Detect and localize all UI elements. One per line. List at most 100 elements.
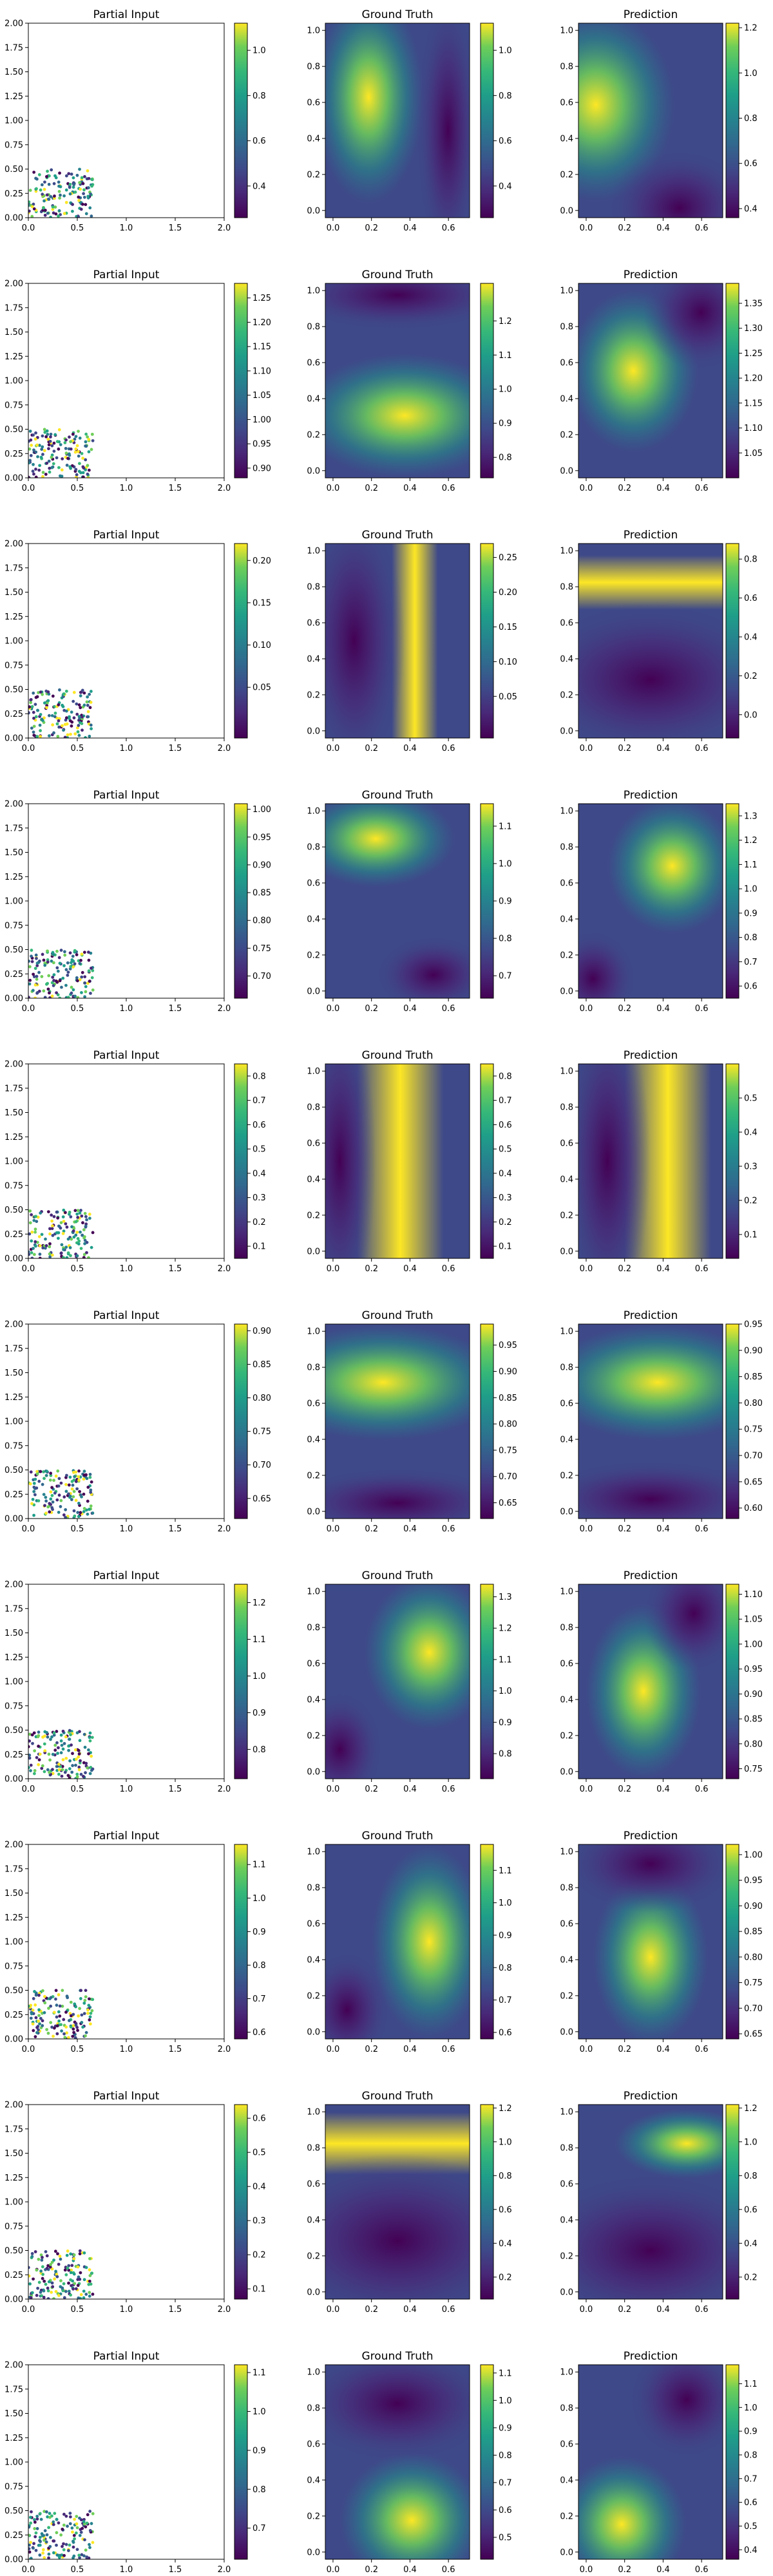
x-tick-label: 1.5 (169, 223, 182, 233)
scatter-point (32, 1772, 36, 1776)
scatter-point (66, 971, 70, 974)
scatter-point (57, 2262, 61, 2266)
scatter-point (46, 699, 50, 703)
scatter-point (28, 982, 32, 986)
scatter-point (80, 952, 84, 956)
scatter-point (59, 2533, 63, 2537)
scatter-point (30, 2291, 34, 2295)
scatter-point (74, 1480, 78, 1483)
scatter-point (30, 954, 33, 958)
scatter-point (72, 2287, 75, 2291)
scatter-point (77, 1239, 81, 1243)
scatter-point (91, 439, 95, 442)
scatter-point (39, 690, 43, 694)
scatter-point (31, 469, 35, 473)
scatter-point (76, 730, 80, 734)
scatter-point (84, 1989, 88, 1993)
x-tick-label: 0.2 (365, 1785, 378, 1794)
scatter-point (56, 1469, 60, 1473)
axes-frame (325, 803, 470, 999)
colorbar (725, 23, 740, 218)
scatter-point (55, 2543, 58, 2547)
pred-plot-area (578, 544, 723, 738)
scatter-point (65, 1473, 68, 1477)
scatter-point (73, 437, 77, 441)
scatter-point (46, 2297, 50, 2299)
scatter-point (78, 167, 81, 171)
colorbar-tick-label: 0.8 (499, 2451, 512, 2461)
partial-plot-area (28, 2105, 224, 2299)
y-tick-label: 1.50 (5, 2149, 23, 2159)
scatter-point (90, 178, 93, 181)
scatter-point (30, 1251, 33, 1255)
colorbar (234, 2104, 248, 2300)
scatter-point (51, 1508, 54, 1511)
scatter-point (72, 2253, 76, 2257)
x-tick-label: 0.0 (327, 1785, 340, 1794)
scatter-point (39, 713, 43, 716)
scatter-point (75, 976, 79, 980)
scatter-point (57, 2019, 61, 2023)
scatter-point (39, 735, 43, 738)
colorbar-tick-label: 0.9 (253, 1709, 266, 1718)
scatter-point (48, 991, 51, 995)
y-tick-label: 0.6 (560, 1139, 573, 1149)
colorbar-tick-label: 0.90 (253, 860, 271, 870)
scatter-point (51, 1768, 54, 1772)
x-tick-label: 0.6 (442, 223, 455, 233)
partial-plot-area (28, 1324, 224, 1519)
scatter-point (73, 450, 77, 454)
scatter-point (32, 2518, 36, 2521)
x-tick-label: 0.4 (656, 2305, 670, 2315)
y-tick-label: 1.25 (5, 873, 23, 882)
scatter-point (62, 1248, 66, 1251)
scatter-point (75, 2515, 79, 2518)
scatter-point (73, 962, 77, 966)
scatter-point (28, 2515, 32, 2519)
scatter-point (42, 206, 45, 210)
y-tick-label: 0.0 (307, 1767, 320, 1777)
scatter-point (89, 2022, 92, 2026)
scatter-point (51, 2285, 55, 2289)
scatter-point (84, 2266, 88, 2269)
y-tick-label: 0.75 (5, 1181, 23, 1191)
scatter-point (43, 2001, 47, 2005)
scatter-point (41, 2273, 45, 2277)
scatter-point (32, 207, 36, 211)
scatter-point (66, 973, 70, 977)
pred-plot-area (578, 283, 723, 478)
x-tick-label: 0.2 (618, 1004, 631, 1014)
y-tick-label: 0.75 (5, 2222, 23, 2231)
axes-frame (325, 2104, 470, 2300)
axes-frame (325, 23, 470, 218)
scatter-point (90, 1736, 94, 1739)
scatter-point (43, 1749, 47, 1752)
axes-frame (578, 1323, 723, 1519)
x-tick-label: 0.6 (695, 2045, 709, 2054)
x-tick-label: 0.6 (442, 2565, 455, 2575)
scatter-point (50, 466, 53, 469)
scatter-point (82, 188, 86, 192)
x-tick-label: 0.5 (71, 2045, 84, 2054)
scatter-point (69, 2278, 72, 2282)
scatter-point (43, 2539, 46, 2542)
x-tick-label: 0.6 (695, 1004, 709, 1014)
truth-title: Ground Truth (361, 529, 433, 542)
scatter-point (29, 1470, 33, 1474)
colorbar-tick-label: 1.30 (744, 324, 763, 334)
truth-plot-area (325, 2365, 470, 2559)
y-tick-label: 0.6 (560, 1399, 573, 1409)
scatter-point (30, 1213, 33, 1217)
scatter-point (77, 1765, 81, 1769)
colorbar-tick-label: 1.0 (499, 46, 512, 56)
scatter-point (55, 2003, 59, 2007)
scatter-point (78, 2533, 82, 2537)
y-tick-label: 1.0 (307, 2368, 320, 2378)
scatter-point (41, 2019, 44, 2023)
scatter-point (83, 981, 87, 985)
scatter-point (44, 1499, 48, 1503)
scatter-point (39, 2253, 43, 2257)
